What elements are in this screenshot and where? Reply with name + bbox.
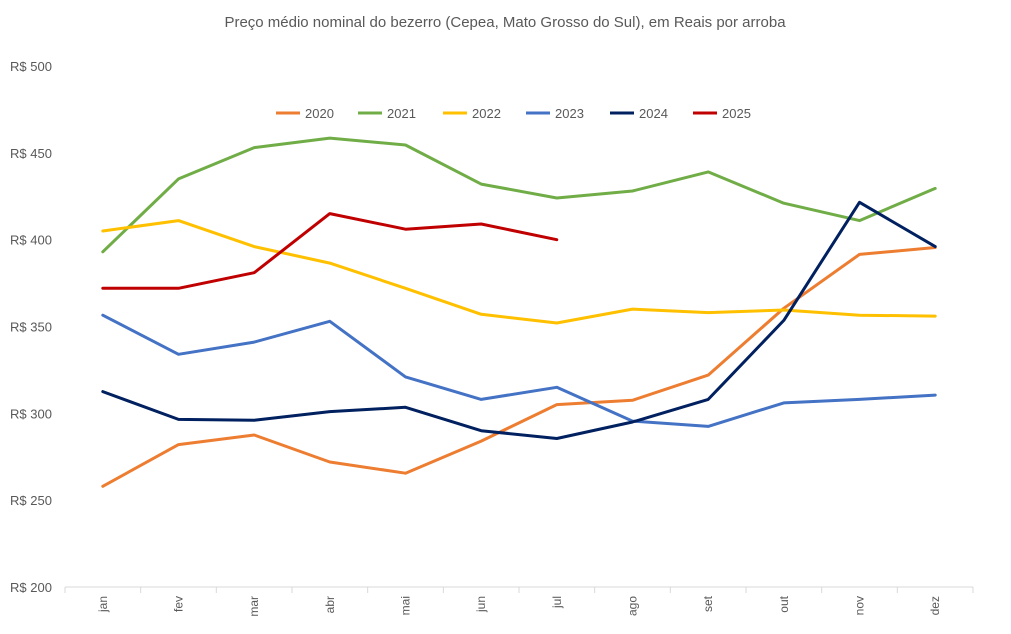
legend-item-2020: 2020 (276, 106, 334, 121)
series-line-2025 (101, 212, 559, 290)
x-tick-label: jun (474, 596, 488, 613)
x-tick-label: out (777, 595, 791, 612)
x-tick-label: set (701, 595, 715, 612)
legend-label: 2021 (387, 106, 416, 121)
legend-item-2024: 2024 (610, 106, 668, 121)
series-line-2021 (101, 136, 937, 254)
y-tick-label: R$ 500 (10, 59, 52, 74)
legend-label: 2023 (555, 106, 584, 121)
y-axis: R$ 200 R$ 250 R$ 300 R$ 350 R$ 400 R$ 450 R$ 5… (10, 59, 52, 595)
legend-label: 2025 (722, 106, 751, 121)
x-tick-label: jul (550, 596, 564, 609)
y-tick-label: R$ 300 (10, 406, 52, 421)
x-tick-label: abr (323, 596, 337, 613)
x-axis: jan fev mar abr mai jun jul ago set out nov dez (64, 586, 974, 617)
series-line-2020 (101, 246, 937, 488)
y-tick-label: R$ 400 (10, 233, 52, 248)
legend-label: 2024 (639, 106, 668, 121)
y-tick-label: R$ 350 (10, 320, 52, 335)
chart-title: Preço médio nominal do bezerro (Cepea, M… (224, 14, 786, 31)
y-tick-label: R$ 450 (10, 146, 52, 161)
x-tick-label: ago (626, 596, 640, 616)
legend-item-2023: 2023 (526, 106, 584, 121)
legend-item-2025: 2025 (693, 106, 751, 121)
legend-item-2021: 2021 (358, 106, 416, 121)
legend-label: 2020 (305, 106, 334, 121)
series-lines (101, 136, 937, 488)
series-line-2023 (101, 313, 937, 428)
legend-item-2022: 2022 (443, 106, 501, 121)
x-tick-label: mai (399, 596, 413, 615)
legend-label: 2022 (472, 106, 501, 121)
x-tick-label: mar (247, 596, 261, 617)
y-tick-label: R$ 200 (10, 580, 52, 595)
x-tick-label: nov (853, 596, 867, 615)
x-tick-label: fev (172, 596, 186, 612)
x-tick-label: dez (928, 596, 942, 615)
y-tick-label: R$ 250 (10, 493, 52, 508)
series-line-2024 (101, 200, 937, 440)
x-tick-label: jan (96, 596, 110, 613)
legend: 2020 2021 2022 2023 2024 2025 (276, 106, 751, 121)
series-line-2022 (101, 219, 937, 325)
